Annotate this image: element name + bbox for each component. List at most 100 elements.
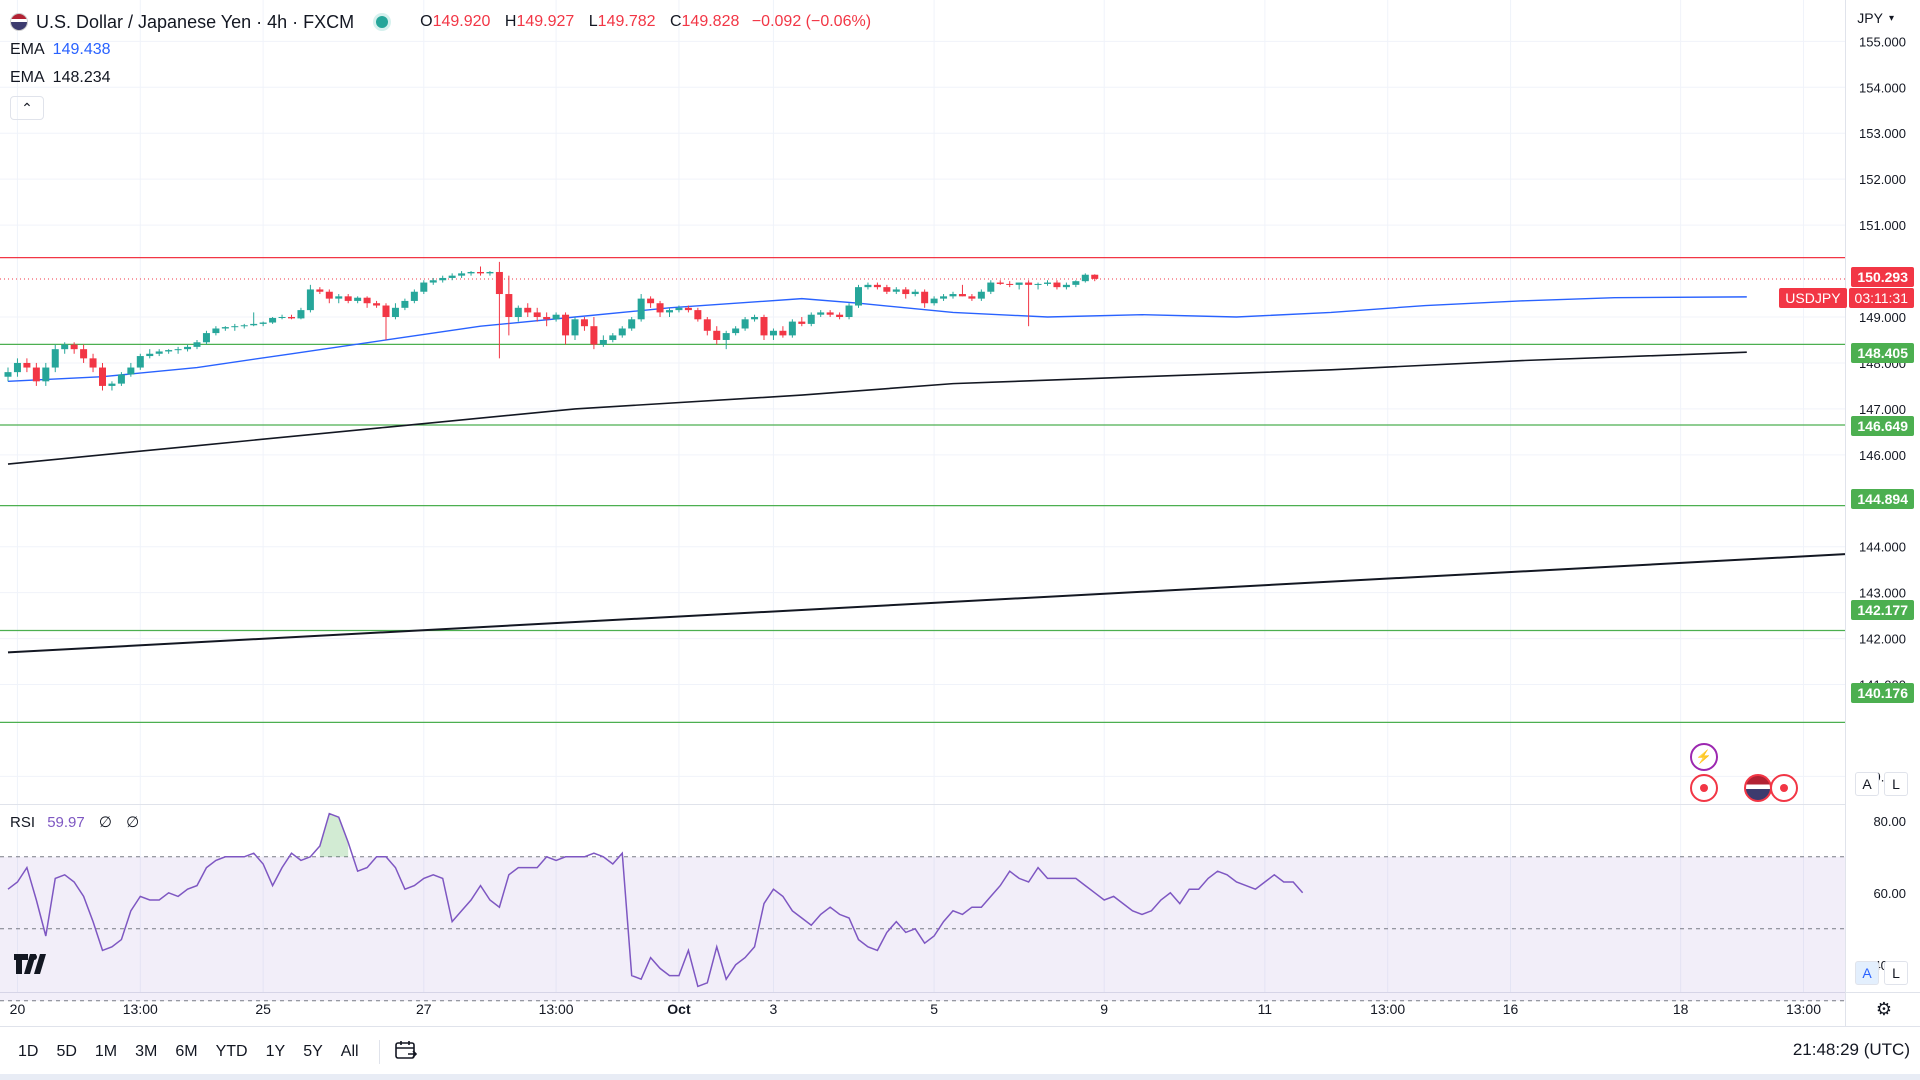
candle	[306, 284, 314, 313]
support-price-tag: 140.176	[1851, 683, 1914, 703]
range-button-1m[interactable]: 1M	[94, 1043, 118, 1060]
candle	[628, 317, 636, 331]
candle	[89, 353, 97, 373]
utc-clock[interactable]: 21:48:29 (UTC)	[1792, 1040, 1910, 1059]
candle-body	[382, 305, 390, 318]
time-tick-label: 3	[770, 1001, 778, 1017]
ema2-row[interactable]: EMA 148.234	[10, 64, 871, 92]
candle-body	[467, 271, 475, 274]
candle-body	[1072, 281, 1080, 285]
candle	[940, 294, 948, 301]
candle	[269, 317, 277, 324]
candle	[921, 289, 929, 308]
range-button-5d[interactable]: 5D	[56, 1043, 77, 1060]
candle	[51, 344, 59, 373]
candle	[911, 289, 919, 297]
candle-body	[505, 294, 513, 318]
range-button-5y[interactable]: 5Y	[303, 1043, 323, 1060]
support-price-tag: 142.177	[1851, 600, 1914, 620]
candle	[61, 342, 69, 354]
range-button-6m[interactable]: 6M	[175, 1043, 198, 1060]
candle-body	[354, 297, 362, 301]
candle	[1081, 273, 1089, 283]
candle-body	[174, 349, 182, 351]
time-tick-label: 13:00	[123, 1001, 158, 1017]
price-tick-label: 142.000	[1859, 632, 1906, 647]
symbol-title[interactable]: U.S. Dollar / Japanese Yen · 4h · FXCM	[36, 11, 355, 32]
range-button-3m[interactable]: 3M	[135, 1043, 158, 1060]
candle-body	[89, 358, 97, 368]
time-tick-label: 20	[10, 1001, 26, 1017]
rsi-tick-label: 60.00	[1873, 886, 1906, 901]
price-tick-label: 152.000	[1859, 172, 1906, 187]
candle	[958, 284, 966, 297]
candle-body	[675, 307, 683, 311]
candle-body	[117, 374, 125, 384]
time-axis[interactable]: 20 13:00 25 27 13:00 Oct 3 5 9 11 13:00 16 18 13:00	[10, 1001, 1822, 1017]
candle	[694, 307, 702, 322]
candle-body	[202, 333, 210, 343]
close-value: 149.828	[681, 13, 740, 30]
grid-lines	[0, 0, 1845, 992]
chart-canvas[interactable]: 155.000 154.000 153.000 152.000 151.000 149.0…	[0, 0, 1920, 1026]
ema1-row[interactable]: EMA 149.438	[10, 36, 871, 64]
price-tick-label: 144.000	[1859, 540, 1906, 555]
symbol-row: U.S. Dollar / Japanese Yen · 4h · FXCM O…	[10, 8, 871, 36]
price-tick-label: 146.000	[1859, 448, 1906, 463]
candle	[732, 326, 740, 336]
symbol-tag: USDJPY	[1779, 288, 1847, 308]
tradingview-logo[interactable]	[14, 952, 52, 981]
candle	[467, 271, 475, 276]
rsi-label: RSI	[10, 814, 36, 831]
candle	[4, 367, 12, 382]
collapse-legend-button[interactable]: ⌃	[10, 96, 44, 120]
candle	[42, 362, 50, 386]
range-button-1y[interactable]: 1Y	[265, 1043, 286, 1060]
candle-body	[1025, 282, 1033, 285]
candle	[146, 349, 154, 359]
candle	[524, 303, 532, 318]
candle	[684, 305, 692, 313]
range-button-1d[interactable]: 1D	[18, 1043, 39, 1060]
candle-body	[80, 349, 88, 359]
lightning-icon[interactable]: ⚡	[1690, 743, 1718, 771]
candle	[259, 321, 267, 327]
rsi-tick-label: 80.00	[1873, 814, 1906, 829]
candle-body	[344, 296, 352, 301]
candle-body	[845, 305, 853, 318]
rsi-legend[interactable]: RSI 59.97 ∅ ∅	[10, 813, 139, 831]
candle-body	[722, 333, 730, 340]
calendar-range-icon[interactable]	[394, 1039, 418, 1066]
candle	[987, 280, 995, 295]
price-axis[interactable]: 155.000 154.000 153.000 152.000 151.000 149.0…	[1859, 34, 1906, 972]
candle-body	[590, 326, 598, 345]
settings-gear-icon[interactable]: ⚙	[1875, 998, 1893, 1019]
candle	[165, 349, 173, 354]
range-button-all[interactable]: All	[340, 1043, 359, 1060]
price-scale-separator	[1845, 0, 1846, 1026]
rsi-log-scale-button[interactable]: L	[1884, 961, 1908, 985]
candle-body	[70, 344, 78, 350]
candle-body	[940, 296, 948, 299]
rsi-auto-scale-button[interactable]: A	[1855, 961, 1879, 985]
candle-body	[429, 280, 437, 283]
event-dot-icon[interactable]	[1770, 774, 1798, 802]
time-tick-label: 13:00	[1370, 1001, 1405, 1017]
candle	[250, 312, 258, 327]
open-value: 149.920	[432, 13, 491, 30]
candle	[99, 362, 106, 391]
currency-selector[interactable]: JPY ▾	[1857, 10, 1894, 26]
range-button-ytd[interactable]: YTD	[215, 1043, 248, 1060]
level-label-142-177: 142.177	[1857, 602, 1908, 618]
candle	[590, 317, 598, 350]
price-tick-label: 151.000	[1859, 218, 1906, 233]
pane-separator	[0, 804, 1845, 805]
candle	[1091, 274, 1099, 282]
low-value: 149.782	[597, 13, 656, 30]
candle-body	[798, 321, 806, 324]
log-scale-button[interactable]: L	[1884, 772, 1908, 796]
us-flag-event-icon[interactable]	[1744, 774, 1772, 802]
ema-fast-line	[7, 296, 1747, 383]
event-dot-icon[interactable]	[1690, 774, 1718, 802]
auto-scale-button[interactable]: A	[1855, 772, 1879, 796]
